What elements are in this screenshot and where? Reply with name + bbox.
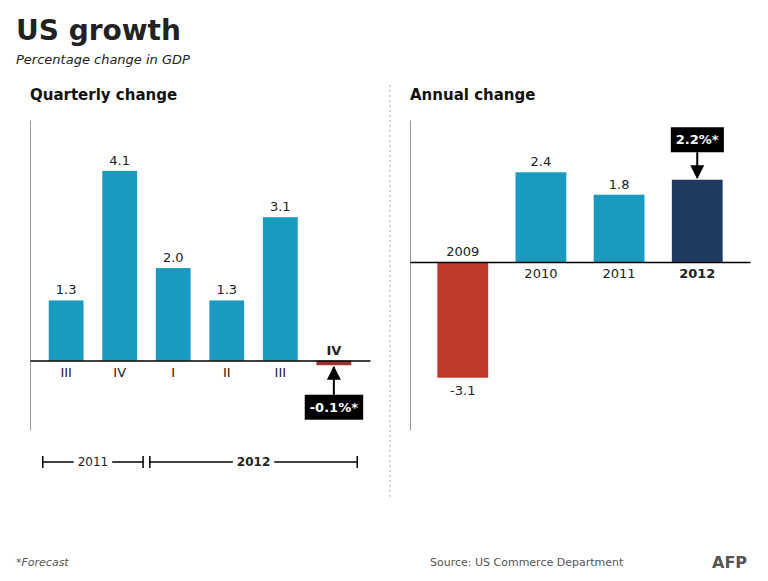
bar (156, 268, 191, 361)
x-axis: 2009 2010 2011 2012 (411, 244, 751, 281)
bars (49, 171, 352, 365)
x-tick: III (275, 365, 287, 380)
panel-divider (390, 85, 391, 500)
data-label: 1.3 (216, 282, 237, 297)
timeline-label-bg (233, 454, 274, 470)
x-tick: 2012 (679, 266, 715, 281)
bar (209, 300, 244, 360)
callout-label-group: 2.2%* (671, 127, 724, 152)
callout-arrow (696, 152, 698, 178)
data-labels: -3.1 2.4 1.8 2.2%* (450, 127, 724, 397)
callout-label-box (305, 395, 363, 420)
bar (516, 172, 567, 262)
panel: Annual change 2009 2010 2011 2012 -3.1 2.4 1.8 2… (410, 86, 751, 431)
x-tick-label: 2009 (446, 244, 479, 259)
x-tick: III (60, 365, 72, 380)
timeline-label: 2012 (237, 455, 270, 469)
panel-title: Quarterly change (30, 86, 177, 104)
data-labels: 1.3 4.1 2.0 1.3 3.1 -0.1%* (56, 153, 363, 420)
x-tick-label: 2010 (524, 266, 557, 281)
x-axis-line (411, 262, 751, 264)
bar (437, 262, 488, 378)
timeline-tick (42, 456, 44, 468)
data-label: 1.3 (56, 282, 77, 297)
x-tick: 2011 (603, 266, 636, 281)
x-tick: IV (113, 365, 126, 380)
bar (263, 217, 298, 360)
bar (672, 180, 723, 262)
timeline-tick (149, 456, 151, 468)
bar (49, 300, 84, 360)
x-axis: IIIIVIIIIIIIV (31, 343, 371, 380)
x-tick: I (171, 365, 175, 380)
callout-label-group: -0.1%* (305, 395, 363, 420)
bars (437, 172, 722, 377)
x-tick-label: 2012 (679, 266, 715, 281)
title: US growth (16, 14, 181, 47)
y-axis-line (30, 121, 31, 431)
bar (594, 195, 645, 262)
data-label: 2.0 (163, 250, 184, 265)
callout-label: 2.2%* (676, 132, 719, 147)
x-tick-label: 2011 (603, 266, 636, 281)
footer-text: AFP (712, 553, 747, 572)
x-tick-label: III (275, 365, 287, 380)
chart-root: US growth Percentage change in GDP Quarter… (0, 0, 768, 581)
y-axis (410, 121, 411, 431)
data-label: 3.1 (270, 199, 291, 214)
x-tick: II (223, 365, 231, 380)
timeline-tick (142, 456, 144, 468)
panel: Quarterly changeIIIIVIIIIIIIV1.34.12.01.… (30, 86, 371, 470)
panel-title: Annual change (410, 86, 535, 104)
data-label: -3.1 (450, 383, 475, 398)
y-axis-line (410, 121, 411, 431)
subtitle: Percentage change in GDP (16, 52, 190, 67)
x-tick: IV (326, 343, 341, 358)
x-axis-line (31, 360, 371, 362)
timeline-label: 2011 (78, 455, 109, 469)
x-tick-label: I (171, 365, 175, 380)
timeline-label-bg (74, 454, 113, 470)
x-tick-label: IV (113, 365, 126, 380)
data-label: 2.4 (531, 154, 552, 169)
x-tick-label: III (60, 365, 72, 380)
timeline: 2011 2012 (43, 454, 358, 470)
footer-text: *Forecast (16, 556, 69, 569)
callout-arrow (333, 367, 335, 395)
data-label: 4.1 (109, 153, 130, 168)
callout-label-box (671, 127, 724, 152)
x-tick-label: IV (326, 343, 341, 358)
footer-text: Source: US Commerce Department (430, 556, 624, 569)
x-tick-label: II (223, 365, 231, 380)
bar (102, 171, 137, 361)
timeline-tick (357, 456, 359, 468)
x-tick: 2010 (524, 266, 557, 281)
x-tick: 2009 (446, 244, 479, 259)
y-axis (30, 121, 31, 431)
data-label: 1.8 (609, 177, 630, 192)
callout-label: -0.1%* (310, 400, 358, 415)
